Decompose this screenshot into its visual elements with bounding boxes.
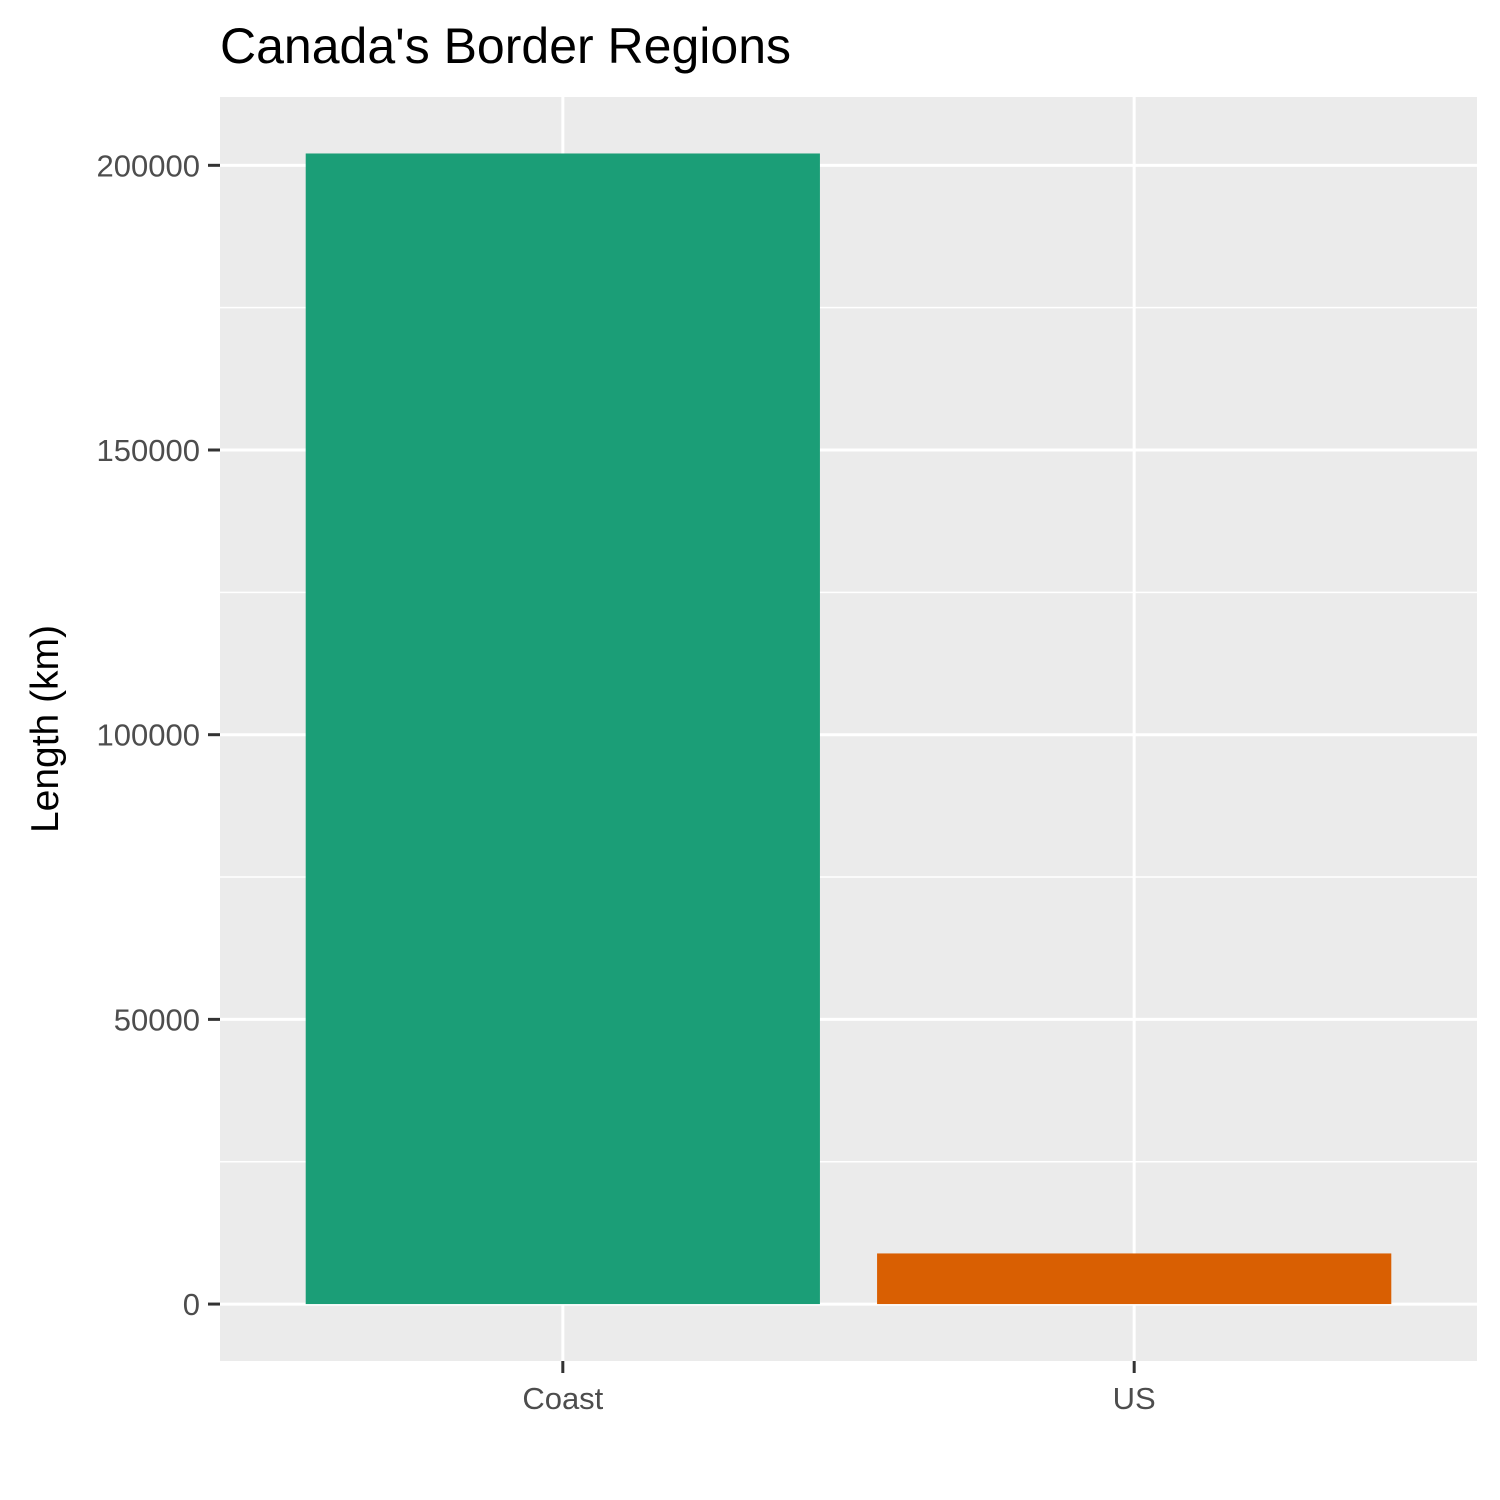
chart-title: Canada's Border Regions bbox=[220, 18, 791, 74]
bar-us bbox=[877, 1253, 1392, 1305]
y-axis-title: Length (km) bbox=[24, 625, 67, 833]
y-tick-label: 0 bbox=[183, 1287, 200, 1322]
x-tick-label: Coast bbox=[522, 1381, 603, 1416]
y-axis-ticks: 0 50000 100000 150000 200000 bbox=[97, 148, 220, 1322]
bar-coast bbox=[305, 153, 820, 1305]
y-tick-label: 50000 bbox=[114, 1002, 200, 1037]
x-axis-ticks: Coast US bbox=[522, 1361, 1156, 1416]
y-tick-label: 100000 bbox=[97, 718, 200, 753]
bars bbox=[305, 153, 1392, 1305]
y-tick-label: 200000 bbox=[97, 148, 200, 183]
y-tick-label: 150000 bbox=[97, 433, 200, 468]
x-tick-label: US bbox=[1113, 1381, 1156, 1416]
